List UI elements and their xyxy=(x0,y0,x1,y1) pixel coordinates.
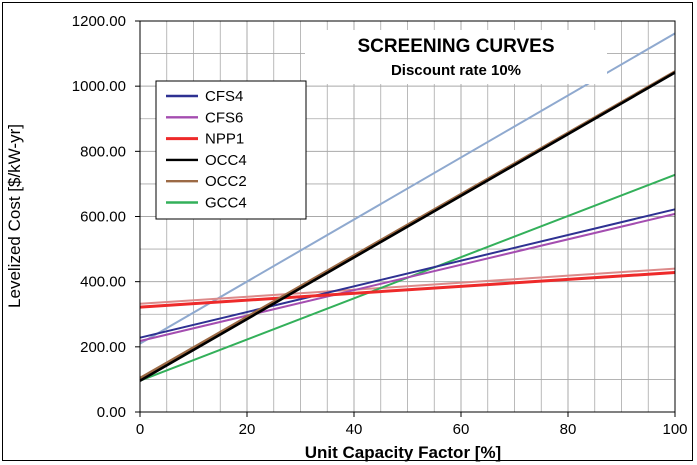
legend: CFS4 CFS6 NPP1 OCC4 OCC2 GCC4 xyxy=(166,88,247,212)
legend-label-occ4: OCC4 xyxy=(205,152,247,169)
legend-label-occ2: OCC2 xyxy=(205,173,247,190)
y-tick-label: 800.00 xyxy=(80,143,126,160)
series-line-unlabelled xyxy=(139,267,676,305)
x-tick-label: 40 xyxy=(346,421,363,438)
x-tick-label: 60 xyxy=(453,421,470,438)
title-box xyxy=(305,30,607,84)
y-tick-label: 400.00 xyxy=(80,274,126,291)
series-line-cfs6 xyxy=(139,212,676,342)
x-axis-title: Unit Capacity Factor [%] xyxy=(305,443,501,462)
chart-subtitle: Discount rate 10% xyxy=(391,62,521,79)
chart-title: SCREENING CURVES xyxy=(357,36,554,57)
y-tick-label: 1000.00 xyxy=(72,78,126,95)
legend-label-gcc4: GCC4 xyxy=(205,195,247,212)
y-axis-title: Levelized Cost [$/kW-yr] xyxy=(5,124,24,308)
series-line-occ4 xyxy=(139,71,676,382)
legend-label-cfs6: CFS6 xyxy=(205,109,243,126)
x-tick-label: 0 xyxy=(136,421,144,438)
series-line-unlabelled xyxy=(139,32,676,345)
y-tick-label: 200.00 xyxy=(80,339,126,356)
x-tick-label: 80 xyxy=(560,421,577,438)
x-tick-label: 20 xyxy=(239,421,256,438)
y-tick-label: 600.00 xyxy=(80,209,126,226)
series-line-npp1 xyxy=(139,271,676,309)
y-tick-label: 0.00 xyxy=(97,404,126,421)
y-tick-label: 1200.00 xyxy=(72,13,126,30)
x-tick-labels: 0 20 40 60 80 100 xyxy=(136,412,688,438)
legend-label-npp1: NPP1 xyxy=(205,131,244,148)
x-tick-label: 100 xyxy=(662,421,687,438)
legend-label-cfs4: CFS4 xyxy=(205,88,243,105)
legend-box xyxy=(155,80,307,220)
y-tick-labels: 0.00 200.00 400.00 600.00 800.00 1000.00 1200.… xyxy=(72,13,140,421)
series-lines xyxy=(139,32,676,382)
series-line-cfs4 xyxy=(139,208,676,339)
